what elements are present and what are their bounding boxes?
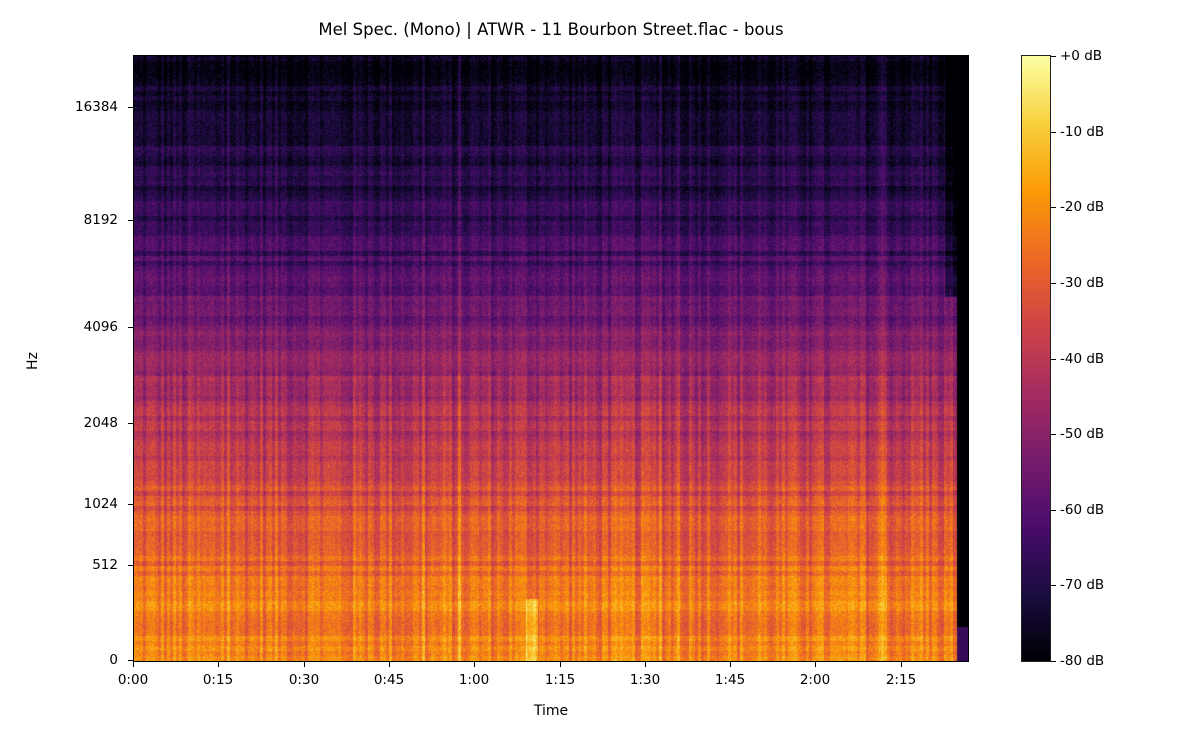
chart-title: Mel Spec. (Mono) | ATWR - 11 Bourbon Str… (318, 20, 784, 39)
x-tick-label: 0:00 (117, 672, 149, 688)
y-tick (128, 504, 133, 505)
colorbar-tick-label: -20 dB (1060, 199, 1105, 215)
y-tick-label: 8192 (83, 212, 118, 228)
y-tick-label: 4096 (83, 319, 118, 335)
colorbar-tick-label: +0 dB (1060, 48, 1103, 64)
y-axis-label: Hz (25, 352, 41, 370)
x-tick (133, 662, 134, 667)
colorbar-tick-label: -10 dB (1060, 124, 1105, 140)
colorbar-tick-label: -40 dB (1060, 351, 1105, 367)
colorbar-tick (1051, 359, 1056, 360)
y-tick-label: 512 (92, 557, 118, 573)
y-tick (128, 220, 133, 221)
x-tick-label: 1:30 (629, 672, 661, 688)
spectrogram-heatmap (134, 56, 968, 661)
x-tick-label: 2:00 (799, 672, 831, 688)
x-tick-label: 0:15 (202, 672, 234, 688)
y-tick (128, 660, 133, 661)
x-tick-label: 0:30 (288, 672, 320, 688)
colorbar-tick (1051, 56, 1056, 57)
colorbar-tick (1051, 585, 1056, 586)
y-tick (128, 107, 133, 108)
x-tick-label: 0:45 (373, 672, 405, 688)
x-tick (645, 662, 646, 667)
x-tick-label: 1:00 (458, 672, 490, 688)
spectrogram-plot-area (133, 55, 969, 662)
colorbar-tick (1051, 207, 1056, 208)
y-tick-label: 16384 (75, 99, 118, 115)
x-tick (730, 662, 731, 667)
x-tick (901, 662, 902, 667)
x-tick (474, 662, 475, 667)
x-tick (560, 662, 561, 667)
x-tick (389, 662, 390, 667)
colorbar-tick-label: -70 dB (1060, 577, 1105, 593)
y-tick (128, 327, 133, 328)
colorbar-tick (1051, 434, 1056, 435)
x-tick-label: 2:15 (885, 672, 917, 688)
colorbar-tick-label: -50 dB (1060, 426, 1105, 442)
x-tick (218, 662, 219, 667)
y-tick (128, 423, 133, 424)
y-tick (128, 565, 133, 566)
x-axis-label: Time (533, 703, 569, 719)
colorbar-tick (1051, 661, 1056, 662)
y-tick-label: 1024 (83, 496, 118, 512)
colorbar (1021, 55, 1051, 662)
colorbar-tick-label: -80 dB (1060, 653, 1105, 669)
x-tick-label: 1:15 (544, 672, 576, 688)
x-tick (815, 662, 816, 667)
colorbar-tick (1051, 510, 1056, 511)
colorbar-tick-label: -30 dB (1060, 275, 1105, 291)
colorbar-tick-label: -60 dB (1060, 502, 1105, 518)
colorbar-tick (1051, 132, 1056, 133)
y-tick-label: 0 (109, 652, 118, 668)
y-tick-label: 2048 (83, 415, 118, 431)
colorbar-tick (1051, 283, 1056, 284)
x-tick (304, 662, 305, 667)
x-tick-label: 1:45 (714, 672, 746, 688)
